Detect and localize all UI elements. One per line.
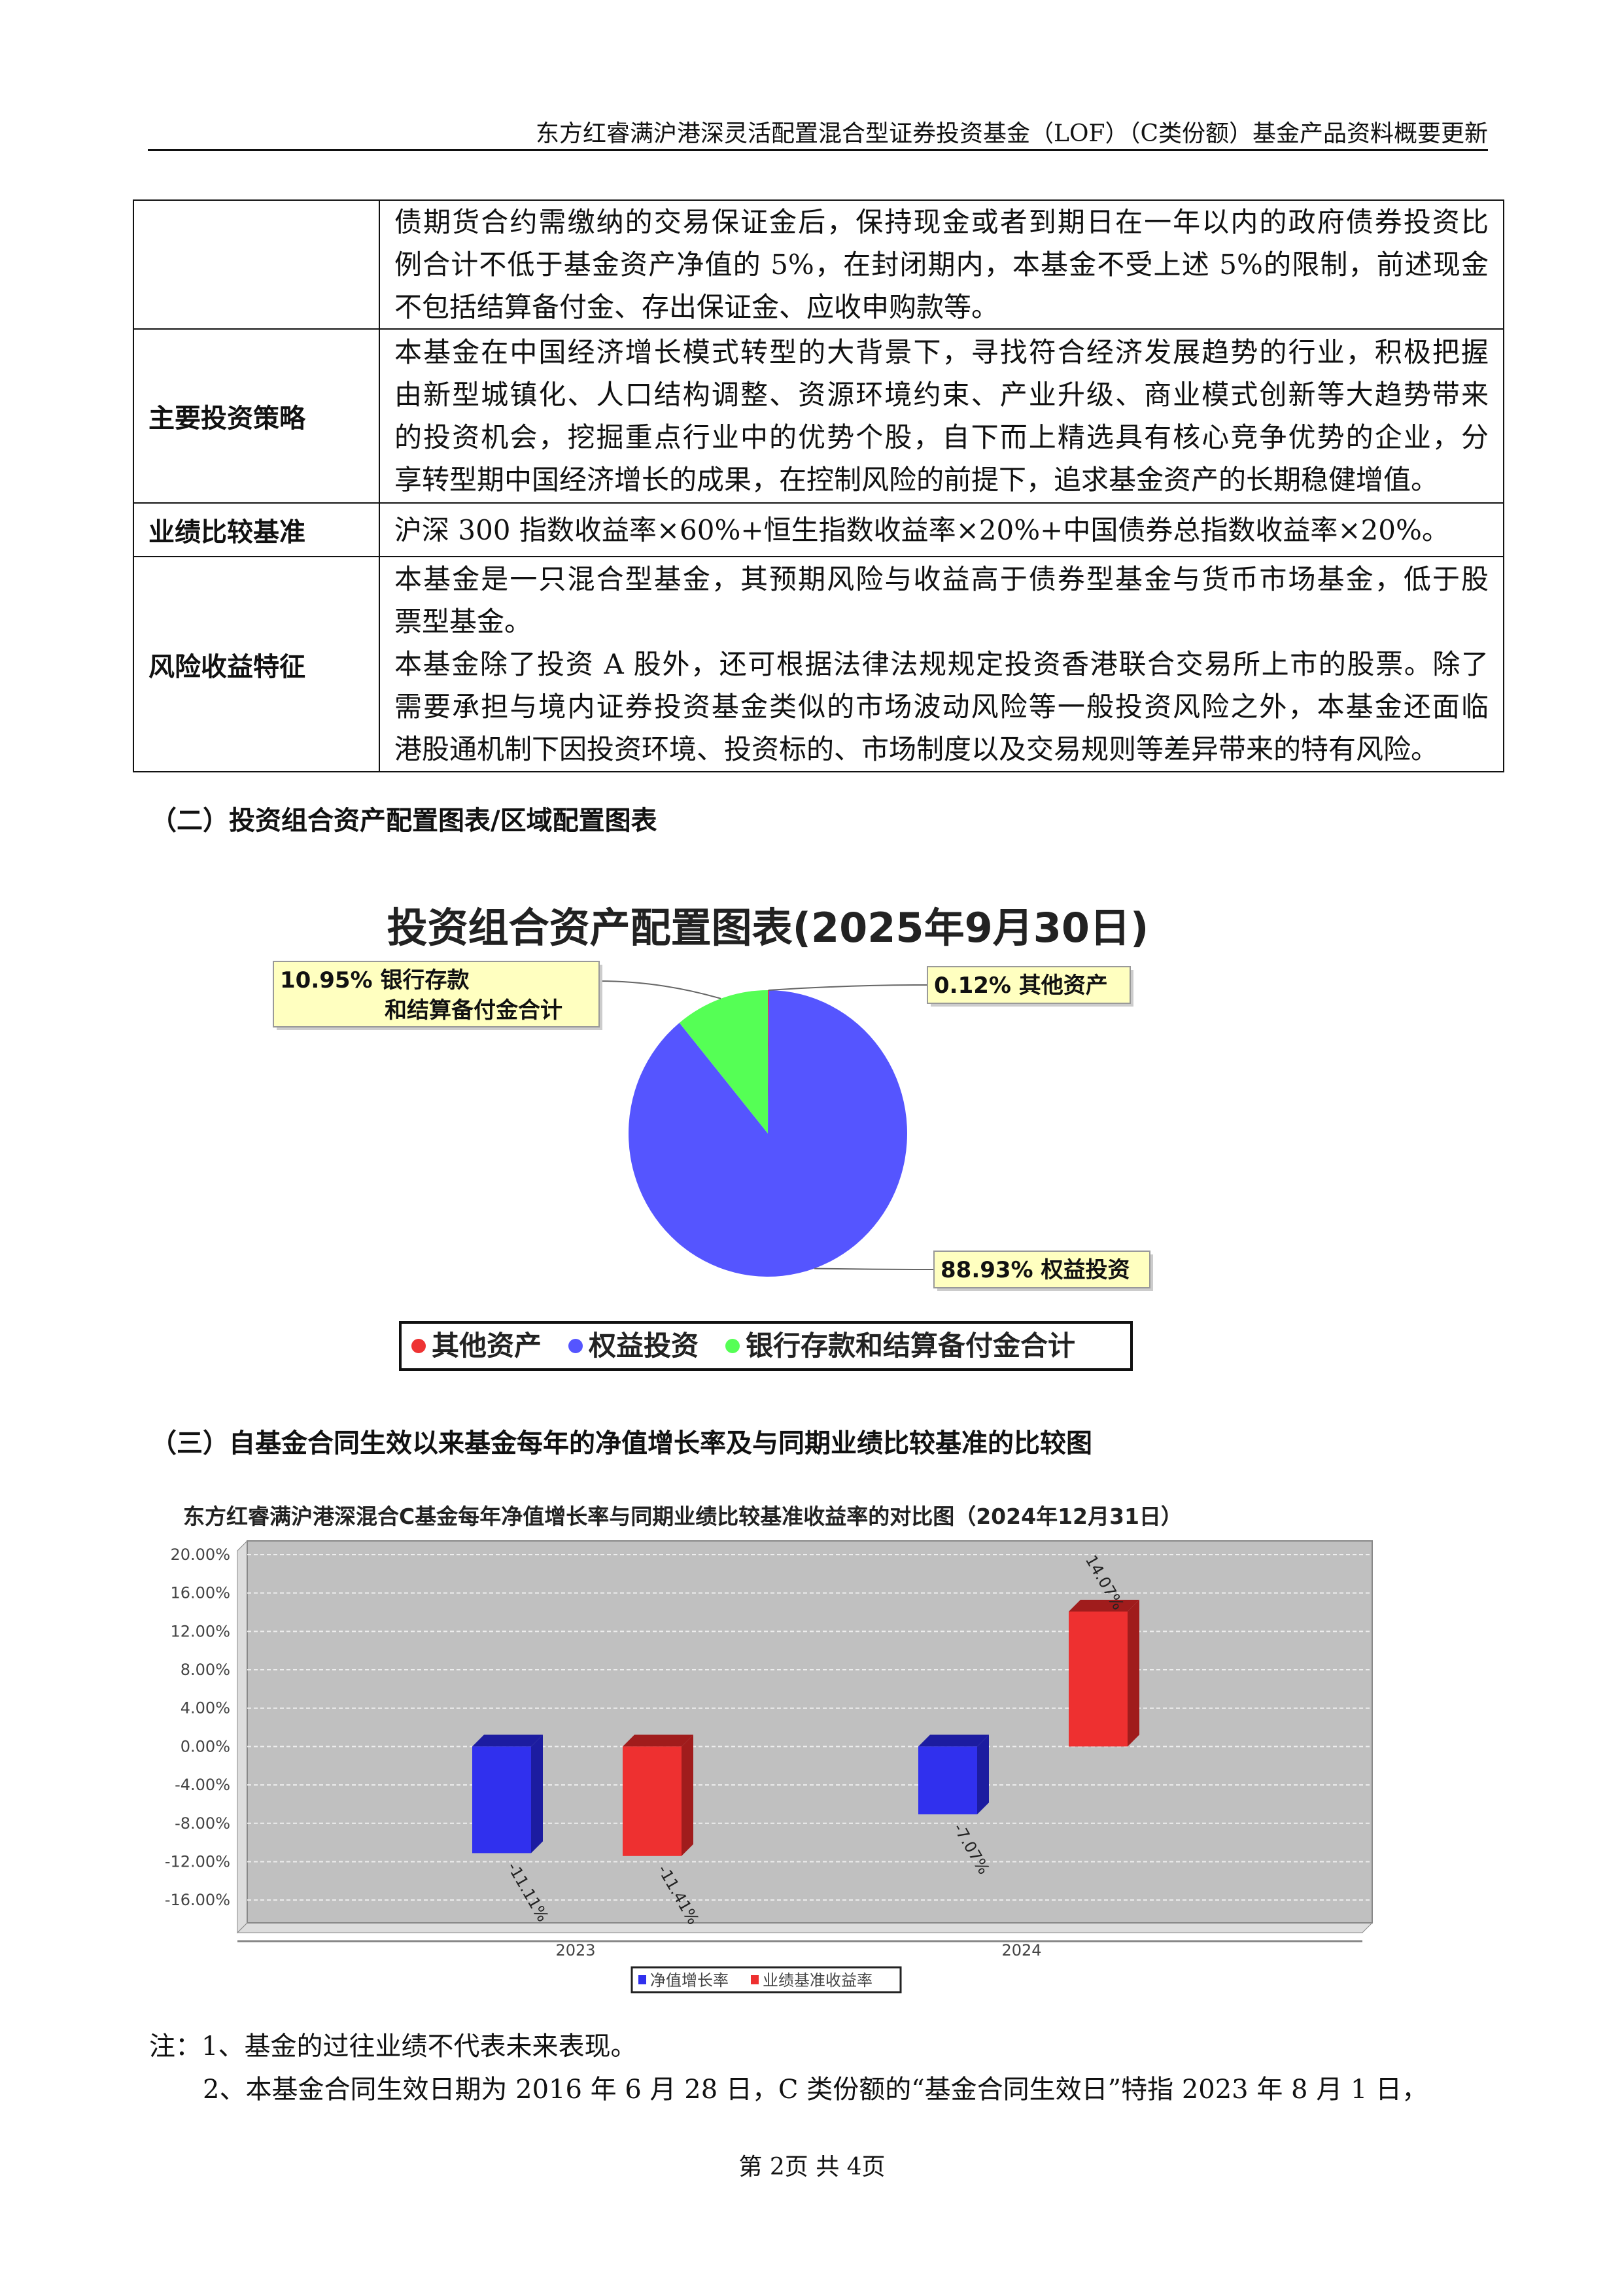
bar [472, 1746, 531, 1854]
x-tick-label: 2023 [555, 1941, 595, 1959]
x-tick-label: 2024 [1001, 1941, 1041, 1959]
slice-label: 0.12% 其他资产 [934, 973, 1108, 999]
asset-allocation-pie-chart: 投资组合资产配置图表(2025年9月30日) 0.12% 其他资产 88.93% 权… [273, 904, 1153, 1371]
callout-line [768, 984, 928, 991]
legend-label: 银行存款和结算备付金合计 [746, 1330, 1075, 1362]
bar [918, 1746, 977, 1815]
slice-label: 和结算备付金合计 [385, 997, 562, 1024]
slice-label: 10.95% 银行存款 [280, 967, 469, 993]
header-divider [148, 149, 1488, 151]
y-tick-label: -8.00% [175, 1814, 230, 1833]
text-line: 不包括结算备付金、存出保证金、应收申购款等。 [394, 291, 999, 323]
legend-marker [638, 1975, 646, 1984]
legend-label: 权益投资 [588, 1330, 699, 1362]
note-2: 2、本基金合同生效日期为 2016 年 6 月 28 日，C 类份额的“基金合同… [203, 2075, 1428, 2105]
y-tick-label: 20.00% [170, 1545, 230, 1564]
pie-slice [768, 990, 769, 1133]
row-content: 沪深 300 指数收益率×60%+恒生指数收益率×20%+中国债券总指数收益率×… [379, 502, 1504, 557]
y-tick-label: -12.00% [165, 1852, 230, 1871]
text-line: 本基金除了投资 A 股外，还可根据法律法规规定投资香港联合交易所上市的股票。除了 [394, 648, 1489, 680]
legend-marker [411, 1339, 426, 1353]
table-row: 主要投资策略 本基金在中国经济增长模式转型的大背景下，寻找符合经济发展趋势的行业，… [133, 328, 1504, 504]
table-row: 风险收益特征 本基金是一只混合型基金，其预期风险与收益高于债券型基金与货币市场基金… [133, 556, 1504, 772]
section-heading-asset-allocation: （二）投资组合资产配置图表/区域配置图表 [150, 806, 657, 836]
legend-label: 净值增长率 [650, 1971, 729, 1990]
y-tick-label: 8.00% [181, 1661, 230, 1679]
y-tick-label: 12.00% [170, 1622, 230, 1640]
table-row: 债期货合约需缴纳的交易保证金后，保持现金或者到期日在一年以内的政府债券投资比 例合… [133, 199, 1504, 330]
slice-label: 88.93% 权益投资 [941, 1257, 1130, 1283]
text-line: 票型基金。 [394, 606, 532, 638]
callout-box [927, 966, 1131, 1004]
bar-top [1069, 1599, 1139, 1612]
row-content: 本基金是一只混合型基金，其预期风险与收益高于债券型基金与货币市场基金，低于股 票型… [379, 556, 1504, 772]
performance-bar-chart: 东方红睿满沪港深混合C基金每年净值增长率与同期业绩比较基准收益率的对比图（202… [165, 1504, 1373, 1993]
row-label: 风险收益特征 [133, 556, 380, 772]
bar-top [472, 1734, 543, 1747]
callout-line [598, 980, 721, 999]
legend-label: 业绩基准收益率 [763, 1971, 872, 1990]
row-content: 债期货合约需缴纳的交易保证金后，保持现金或者到期日在一年以内的政府债券投资比 例合… [379, 199, 1504, 330]
callout-box [273, 961, 600, 1027]
legend-box [399, 1321, 1133, 1371]
text-line: 的投资机会，挖掘重点行业中的优势个股，自下而上精选具有核心竞争优势的企业，分 [394, 421, 1489, 453]
text-line: 需要承担与境内证券投资基金类似的市场波动风险等一般投资风险之外，本基金还面临 [394, 691, 1489, 723]
plot-area [247, 1540, 1373, 1924]
legend-marker [751, 1975, 759, 1984]
bar-top [918, 1734, 989, 1747]
pie-slice [679, 990, 768, 1133]
plot-left-wall [237, 1540, 248, 1934]
legend-marker [725, 1339, 740, 1353]
callout-box [933, 1251, 1150, 1288]
table-row: 业绩比较基准 沪深 300 指数收益率×60%+恒生指数收益率×20%+中国债券总… [133, 502, 1504, 557]
note-1: 注：1、基金的过往业绩不代表未来表现。 [149, 2031, 637, 2062]
y-tick-label: -16.00% [165, 1891, 230, 1909]
row-label: 业绩比较基准 [133, 502, 380, 557]
bar-top [623, 1734, 693, 1747]
y-tick-label: -4.00% [175, 1776, 230, 1794]
page-number: 第 2页 共 4页 [738, 2154, 886, 2181]
bar [623, 1746, 682, 1856]
page-header: 东方红睿满沪港深灵活配置混合型证券投资基金（LOF）（C类份额）基金产品资料概要… [536, 120, 1488, 147]
bar-side [977, 1734, 989, 1815]
plot-floor [236, 1922, 1373, 1933]
callout-line [814, 1268, 935, 1270]
y-tick-label: 16.00% [170, 1584, 230, 1602]
text-line: 债期货合约需缴纳的交易保证金后，保持现金或者到期日在一年以内的政府债券投资比 [394, 206, 1489, 238]
legend-box [631, 1966, 902, 1993]
y-tick-label: 4.00% [181, 1699, 230, 1717]
legend-label: 其他资产 [432, 1330, 542, 1362]
text-line: 本基金是一只混合型基金，其预期风险与收益高于债券型基金与货币市场基金，低于股 [394, 563, 1489, 595]
bar [1069, 1611, 1128, 1747]
pie-slice [629, 990, 908, 1277]
chart-title: 投资组合资产配置图表(2025年9月30日) [387, 904, 1149, 952]
row-content: 本基金在中国经济增长模式转型的大背景下，寻找符合经济发展趋势的行业，积极把握 由新… [379, 328, 1504, 504]
text-line: 港股通机制下因投资环境、投资标的、市场制度以及交易规则等差异带来的特有风险。 [394, 733, 1439, 765]
text-line: 本基金在中国经济增长模式转型的大背景下，寻找符合经济发展趋势的行业，积极把握 [394, 336, 1489, 368]
bar-side [531, 1734, 543, 1854]
text-line: 例合计不低于基金资产净值的 5%，在封闭期内，本基金不受上述 5%的限制，前述现… [394, 249, 1489, 281]
bar-side [1128, 1599, 1139, 1747]
y-tick-label: 0.00% [181, 1737, 230, 1755]
section-heading-performance: （三）自基金合同生效以来基金每年的净值增长率及与同期业绩比较基准的比较图 [150, 1428, 1092, 1458]
text-line: 由新型城镇化、人口结构调整、资源环境约束、产业升级、商业模式创新等大趋势带来 [394, 379, 1489, 411]
text-line: 享转型期中国经济增长的成果，在控制风险的前提下，追求基金资产的长期稳健增值。 [394, 464, 1439, 496]
bar-side [682, 1734, 693, 1856]
row-label [133, 199, 380, 330]
row-label: 主要投资策略 [133, 328, 380, 504]
fund-info-table: 债期货合约需缴纳的交易保证金后，保持现金或者到期日在一年以内的政府债券投资比 例合… [133, 199, 1504, 772]
legend-marker [568, 1339, 583, 1353]
text-line: 沪深 300 指数收益率×60%+恒生指数收益率×20%+中国债券总指数收益率×… [394, 513, 1449, 546]
chart-title: 东方红睿满沪港深混合C基金每年净值增长率与同期业绩比较基准收益率的对比图（202… [183, 1504, 1183, 1529]
